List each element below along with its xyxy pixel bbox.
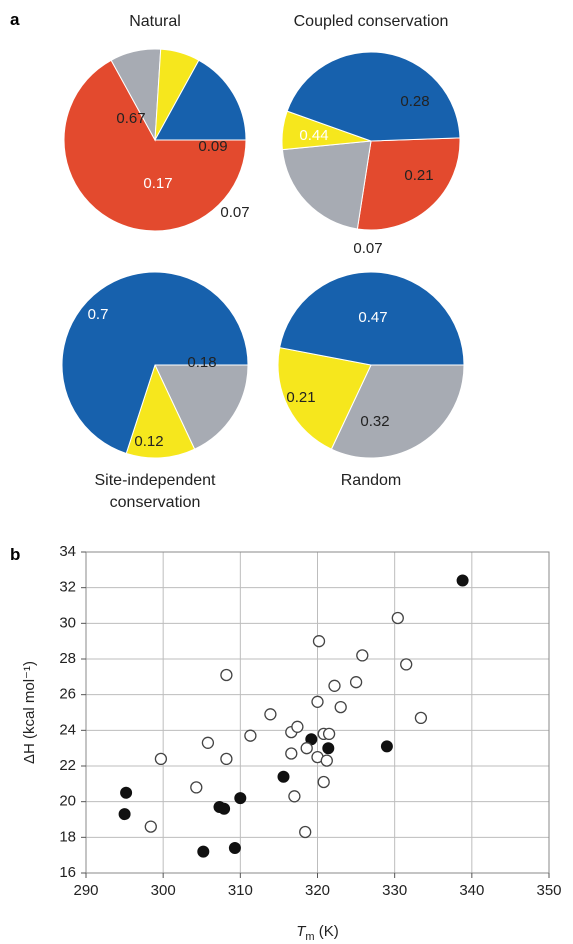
pie-slice-label: 0.12 [134,433,163,450]
scatter-point-filled [118,808,131,821]
scatter-point-open [328,679,341,692]
y-tick-label: 16 [59,864,76,881]
pie-slice-label: 0.21 [404,167,433,184]
pie-title-line: Site-independent [95,472,217,489]
y-tick-label: 24 [59,721,76,738]
scatter-point-open [317,775,330,789]
scatter-point-open [190,781,203,794]
scatter-point-filled [218,802,231,815]
pie-random: 0.32 0.21 0.47 Random [277,271,465,489]
pie-slice-yellow [277,346,372,450]
pie-natural: 0.67 0.09 0.07 0.17 Natural [63,13,250,232]
x-tick-label: 300 [151,882,176,899]
pie-slice-label: 0.7 [88,306,109,323]
scatter-point-open [244,729,257,742]
scatter-point-open [311,695,324,708]
y-axis-title: ΔH (kcal mol⁻¹) [21,661,38,764]
scatter-point-open [322,727,336,741]
pie-slice-label: 0.17 [143,175,172,192]
panel-label-a: a [10,10,20,29]
panel-label-b: b [10,545,20,564]
pie-slice-red [63,59,247,232]
x-tick-label: 340 [459,882,484,899]
scatter-point-open [220,668,233,682]
scatter-point-filled [197,845,210,858]
pie-slice-grey [330,364,465,459]
y-tick-label: 22 [59,757,76,774]
scatter-point-open [320,754,333,767]
pie-slice-grey [281,140,372,230]
scatter-point-open [220,752,233,766]
pie-slice-yellow [125,363,196,459]
scatter-point-filled [456,574,469,587]
y-tick-label: 34 [59,543,76,560]
y-tick-label: 26 [59,686,76,703]
scatter-point-open [300,742,313,755]
scatter-point-open [356,649,369,662]
pie-title: Random [341,472,401,489]
y-tick-label: 30 [59,614,76,631]
x-tick-label: 320 [305,882,330,899]
y-tick-label: 20 [59,793,76,810]
pie-slice-label: 0.09 [198,138,227,155]
x-tick-label: 330 [382,882,407,899]
scatter-point-open [391,611,404,625]
pie-slice-blue [154,59,247,141]
scatter-point-open [291,720,304,733]
x-tick-label: 290 [73,882,98,899]
scatter-point-open [201,736,215,749]
scatter-point-open [154,752,168,766]
pie-slice-blue [279,271,465,366]
scatter-point-open [264,708,277,721]
scatter-point-filled [234,792,247,805]
pie-slice-blue [286,51,461,142]
scatter-plot: 290 300 310 320 330 340 350 16 18 20 22 24 26 28 30 32 3… [21,543,562,943]
scatter-point-open [334,700,347,714]
x-axis-title: Tm (K) [296,923,339,943]
y-tick-label: 18 [59,828,76,845]
pie-slice-red [356,137,461,231]
pie-slice-label: 0.07 [220,204,249,221]
pie-slice-label: 0.47 [358,309,387,326]
scatter-point-filled [380,740,393,753]
pie-slice-label: 0.44 [299,127,328,144]
scatter-point-open [288,790,301,803]
pie-title: Coupled conservation [294,13,449,30]
pie-slice-label: 0.67 [116,110,145,127]
scatter-point-open [400,658,413,671]
pie-title-line: conservation [110,494,201,511]
pie-slice-grey [154,364,249,450]
x-tick-label: 310 [228,882,253,899]
pie-slice-label: 0.28 [400,93,429,110]
scatter-point-open [144,820,157,833]
scatter-point-filled [277,770,290,783]
pie-slice-label: 0.21 [286,389,315,406]
scatter-point-open [349,676,363,689]
scatter-point-open [285,747,298,760]
y-tick-label: 28 [59,650,76,667]
pie-slice-label: 0.07 [353,240,382,257]
pie-slice-blue [61,271,249,455]
pie-title: Natural [129,13,181,30]
y-tick-label: 32 [59,579,76,596]
scatter-point-open [414,711,428,725]
pie-slice-label: 0.32 [360,413,389,430]
scatter-point-filled [120,786,133,799]
scatter-point-open [312,635,326,648]
pie-site-independent-conservation: 0.18 0.12 0.7 Site-independent conservation [61,271,249,511]
scatter-point-open [299,825,312,839]
scatter-point-filled [228,842,241,854]
pie-coupled-conservation: 0.28 0.21 0.07 0.44 Coupled conservation [281,13,461,257]
pie-slice-label: 0.18 [187,354,216,371]
x-tick-label: 350 [536,882,561,899]
scatter-point-filled [322,742,335,755]
